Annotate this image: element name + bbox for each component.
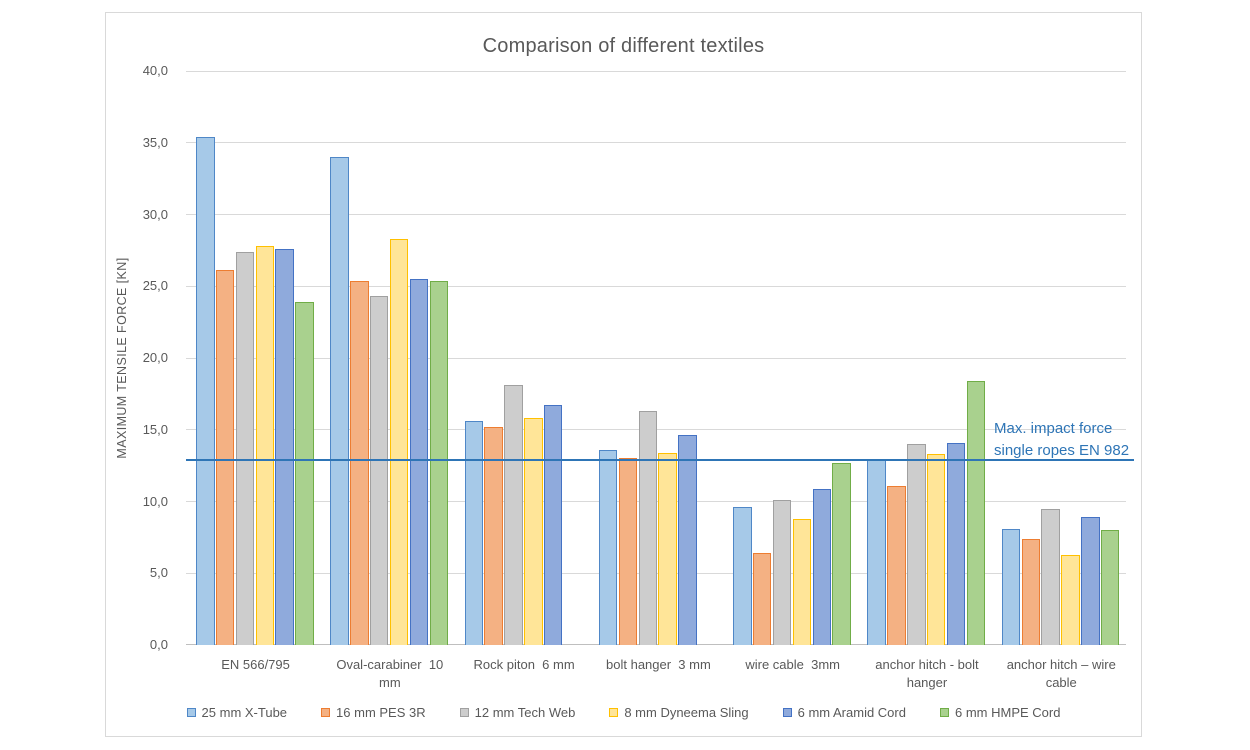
legend-swatch-icon	[782, 708, 792, 717]
legend-item: 6 mm HMPE Cord	[939, 705, 1061, 720]
y-tick-label: 5,0	[149, 565, 168, 581]
plot-area: Max. impact force single ropes EN 982	[186, 70, 1134, 645]
bar-series1-group6	[867, 459, 886, 645]
category-label: bolt hanger 3 mm	[606, 657, 711, 672]
category-label: anchor hitch - bolt hanger	[875, 657, 983, 690]
bar-series6-group5	[832, 462, 851, 645]
y-tick-label: 0,0	[149, 637, 168, 652]
legend-label: 6 mm HMPE Cord	[954, 705, 1061, 720]
bar-series2-group4	[618, 458, 638, 645]
bar-series2-group7	[1021, 538, 1041, 645]
bar-series1-group3	[464, 421, 484, 645]
bar-series5-group1	[275, 248, 294, 645]
legend-label: 25 mm X-Tube	[201, 705, 288, 720]
bar-series5-group6	[946, 442, 966, 645]
legend-swatch-icon	[459, 708, 469, 717]
legend-swatch-icon	[609, 708, 619, 717]
y-tick-label: 10,0	[142, 493, 168, 509]
legend-item: 25 mm X-Tube	[186, 705, 288, 720]
gridline	[186, 214, 1126, 215]
bar-series6-group1	[295, 302, 314, 645]
bar-series3-group3	[504, 385, 523, 645]
bar-series1-group2	[330, 157, 349, 645]
bar-series5-group7	[1081, 517, 1100, 645]
bar-series4-group5	[792, 518, 812, 645]
legend-swatch-icon	[939, 708, 949, 717]
gridline	[186, 142, 1126, 144]
annotation-line-1: Max. impact force	[994, 420, 1113, 437]
bar-series1-group1	[196, 137, 215, 645]
bar-series3-group5	[772, 500, 792, 645]
legend-label: 16 mm PES 3R	[336, 705, 426, 720]
bar-series3-group4	[638, 411, 658, 645]
gridline	[186, 357, 1126, 359]
bar-series2-group5	[752, 553, 772, 645]
legend-item: 12 mm Tech Web	[459, 705, 576, 720]
bar-series2-group1	[215, 270, 235, 645]
bar-series1-group4	[598, 449, 618, 645]
bar-series1-group5	[733, 507, 752, 645]
y-tick-label: 35,0	[142, 134, 168, 150]
bar-series3-group7	[1041, 508, 1060, 645]
bar-series4-group3	[524, 418, 543, 645]
chart-frame: Comparison of different textiles MAXIMUM…	[105, 12, 1142, 737]
legend-label: 8 mm Dyneema Sling	[624, 705, 749, 720]
legend-label: 12 mm Tech Web	[474, 705, 576, 720]
legend-swatch-icon	[186, 708, 196, 717]
bar-series6-group7	[1100, 530, 1120, 645]
category-label: wire cable 3mm	[745, 657, 840, 672]
y-tick-label: 20,0	[142, 350, 168, 365]
bar-series2-group3	[484, 426, 503, 645]
gridline	[186, 285, 1126, 287]
bar-series5-group4	[678, 435, 697, 645]
bar-series6-group6	[966, 380, 986, 645]
y-tick-label: 40,0	[142, 63, 168, 78]
bar-series4-group7	[1061, 554, 1080, 645]
legend-item: 6 mm Aramid Cord	[782, 705, 906, 720]
bar-series5-group3	[543, 405, 563, 645]
bar-series4-group4	[658, 452, 677, 645]
bar-series2-group2	[350, 280, 369, 645]
gridline	[186, 70, 1126, 72]
legend-label: 6 mm Aramid Cord	[797, 705, 906, 720]
bar-series4-group2	[389, 238, 409, 645]
bar-series4-group6	[926, 454, 946, 645]
y-tick-label: 30,0	[142, 206, 168, 222]
legend-item: 8 mm Dyneema Sling	[609, 705, 749, 720]
ref-line-annotation: Max. impact force single ropes EN 982	[994, 418, 1164, 462]
category-label: Oval-carabiner 10 mm	[336, 657, 447, 690]
ref-line	[186, 458, 1134, 461]
bar-series5-group2	[409, 279, 429, 645]
category-label: Rock piton 6 mm	[473, 657, 575, 672]
legend: 25 mm X-Tube 16 mm PES 3R 12 mm Tech Web 8 …	[106, 705, 1141, 720]
category-label: anchor hitch – wire cable	[1006, 657, 1120, 690]
y-tick-label: 15,0	[142, 421, 168, 437]
bar-series5-group5	[812, 488, 832, 645]
y-tick-label: 25,0	[142, 278, 168, 294]
chart-title: Comparison of different textiles	[482, 35, 765, 57]
legend-item: 16 mm PES 3R	[321, 705, 426, 720]
bar-series3-group1	[235, 251, 255, 645]
bar-series6-group2	[429, 280, 449, 645]
bar-series2-group6	[887, 485, 906, 645]
bar-series4-group1	[255, 246, 275, 645]
bar-series1-group7	[1001, 528, 1021, 645]
bar-series3-group2	[369, 296, 389, 645]
bar-series3-group6	[907, 444, 926, 645]
annotation-line-2: single ropes EN 982	[994, 442, 1130, 459]
legend-swatch-icon	[321, 708, 331, 717]
category-label: EN 566/795	[221, 657, 290, 672]
